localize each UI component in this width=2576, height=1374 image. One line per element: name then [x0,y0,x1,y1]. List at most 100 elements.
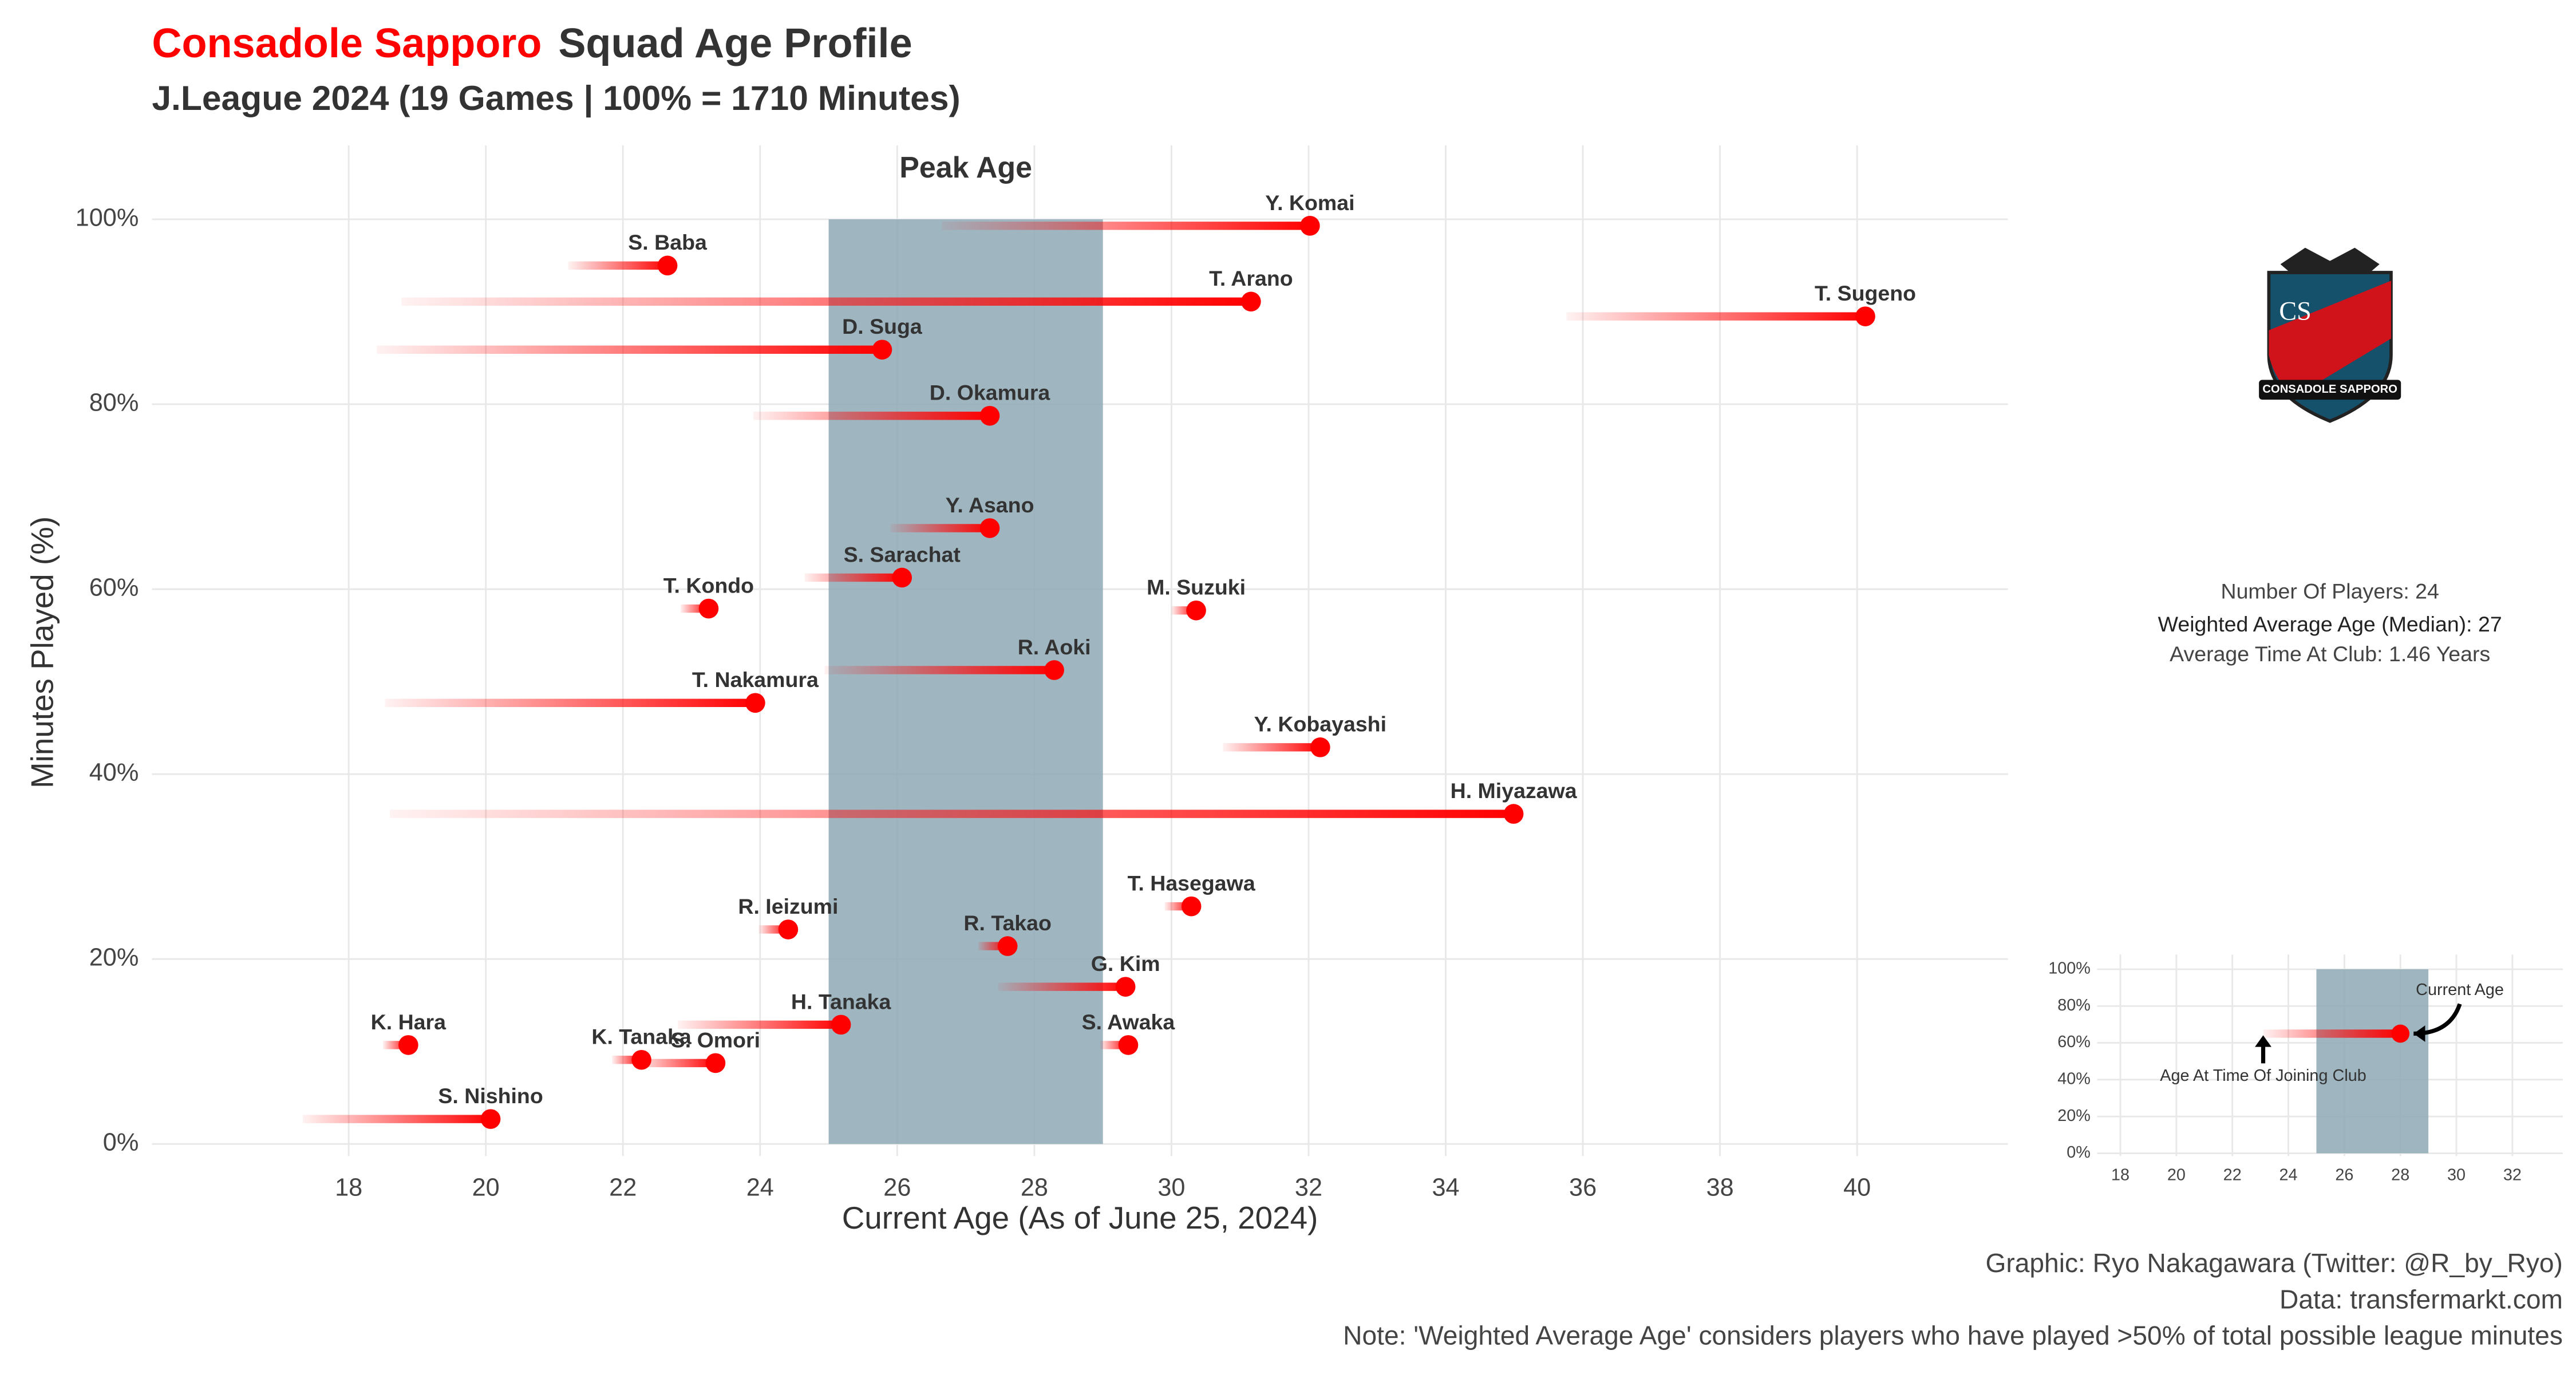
tenure-segment [2263,1029,2401,1038]
player-point [1115,977,1136,997]
tenure-segment [753,412,990,420]
tenure-segment [998,982,1126,991]
player-label: M. Suzuki [1147,575,1246,599]
player-point [1300,216,1320,236]
y-tick-label: 60% [89,574,139,602]
annotation: Peak Age [899,151,1032,184]
tenure-segment [401,297,1251,306]
player-label: R. Ieizumi [738,894,838,918]
player-point [979,518,1000,538]
x-tick-label: 36 [1569,1174,1597,1201]
x-axis-label: Current Age (As of June 25, 2024) [842,1200,1318,1235]
player-point [2391,1024,2410,1043]
y-tick-label: 0% [2067,1143,2091,1162]
y-tick-label: 80% [2057,996,2091,1014]
x-tick-label: 40 [1843,1174,1871,1201]
player-point [831,1014,851,1035]
caption: Note: 'Weighted Average Age' considers p… [1343,1321,2563,1351]
y-tick-label: 40% [2057,1069,2091,1088]
player-label: G. Kim [1091,951,1160,976]
y-tick-label: 60% [2057,1033,2091,1051]
player-point [1044,660,1064,680]
player-label: S. Nishino [438,1084,543,1108]
peak-band [2316,969,2429,1154]
x-tick-label: 26 [883,1174,911,1201]
x-tick-label: 34 [1432,1174,1459,1201]
player-label: H. Miyazawa [1451,779,1578,803]
x-tick-label: 20 [2167,1166,2186,1184]
x-tick-label: 30 [2447,1166,2466,1184]
arrow-head [2255,1035,2271,1047]
y-axis-label: Minutes Played (%) [24,516,60,788]
player-label: R. Takao [963,911,1052,935]
tenure-segment [1566,312,1866,321]
y-tick-label: 40% [89,759,139,787]
player-label: T. Nakamura [692,668,819,692]
logo-owl [2280,247,2380,274]
player-point [1310,737,1330,757]
y-tick-label: 100% [2048,960,2091,978]
player-label: S. Sarachat [844,542,961,566]
x-tick-label: 26 [2335,1166,2353,1184]
y-tick-label: 80% [89,389,139,417]
tenure-segment [637,1059,716,1068]
player-point [1181,896,1202,917]
player-label: Y. Kobayashi [1254,712,1386,736]
y-tick-label: 100% [76,204,139,231]
y-tick-label: 20% [89,944,139,972]
x-tick-label: 20 [472,1174,500,1201]
y-tick-label: 20% [2057,1107,2091,1125]
player-label: T. Sugeno [1815,281,1916,305]
player-point [657,255,678,276]
player-point [1855,306,1875,326]
player-label: T. Kondo [663,573,754,597]
player-point [705,1053,726,1073]
player-label: D. Suga [842,314,923,338]
main-plot: 18 20 22 24 26 28 30 32 34 36 38 40 0% 20% 40% 60% 80% 10… [76,145,2008,1201]
player-point [1503,804,1524,824]
stat-line: Average Time At Club: 1.46 Years [2170,642,2490,666]
player-point [698,598,719,619]
logo-text: CONSADOLE SAPPORO [2262,383,2397,396]
tenure-segment [390,810,1514,818]
player-label: Y. Komai [1265,191,1354,215]
tenure-segment [942,222,1310,230]
caption: Data: transfermarkt.com [2279,1284,2563,1314]
player-point [480,1109,501,1129]
x-tick-label: 22 [609,1174,637,1201]
player-label: S. Awaka [1082,1010,1176,1034]
tenure-segment [377,345,882,354]
player-label: T. Arano [1209,266,1293,290]
player-point [1118,1035,1139,1055]
x-tick-label: 32 [1295,1174,1322,1201]
x-tick-label: 18 [335,1174,362,1201]
player-point [872,339,892,360]
player-point [1186,600,1206,621]
x-tick-label: 24 [2279,1166,2298,1184]
x-tick-label: 30 [1157,1174,1185,1201]
player-label: R. Aoki [1018,635,1091,659]
tenure-segment [890,524,990,532]
tenure-segment [385,698,756,708]
tenure-segment [804,573,902,582]
player-label: H. Tanaka [791,989,892,1013]
tenure-segment [824,666,1054,674]
x-tick-label: 22 [2223,1166,2242,1184]
player-point [745,693,765,713]
logo-banner [2259,380,2401,400]
player-point [997,936,1018,956]
logo-letters: CS [2279,297,2311,326]
player-label: S. Baba [628,230,708,254]
player-point [979,405,1000,426]
player-point [778,919,799,939]
chart-subtitle: J.League 2024 (19 Games | 100% = 1710 Mi… [152,78,960,119]
annotation: Current Age [2416,981,2504,999]
tenure-segment [1223,743,1321,752]
club-logo: CS CONSADOLE SAPPORO [2259,247,2401,423]
player-label: Y. Asano [946,493,1034,517]
title-team: Consadole Sapporo [152,21,542,66]
player-point [1241,291,1261,312]
x-tick-label: 28 [2391,1166,2409,1184]
x-tick-label: 18 [2111,1166,2129,1184]
x-tick-label: 28 [1021,1174,1048,1201]
